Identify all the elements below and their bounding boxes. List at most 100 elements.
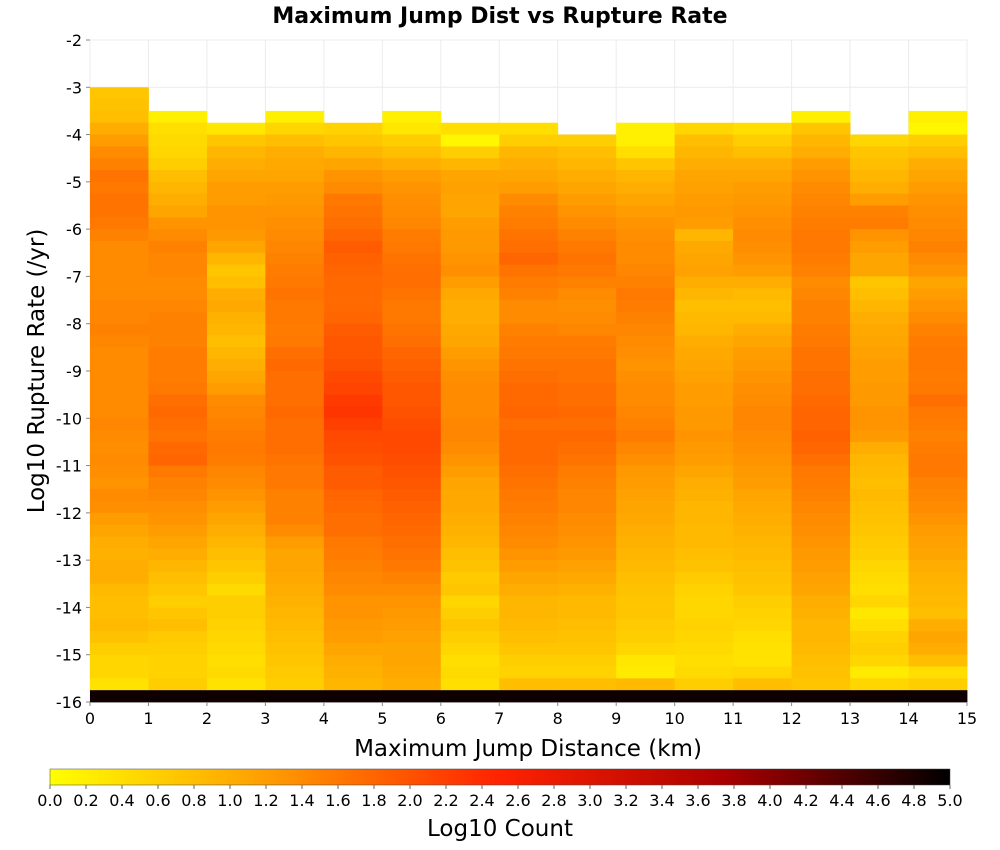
heatmap-cell	[206, 205, 266, 218]
heatmap-cell	[791, 489, 851, 502]
heatmap-cell	[382, 583, 442, 597]
heatmap-cell	[90, 453, 149, 466]
x-tick-label: 7	[494, 709, 504, 728]
heatmap-cell	[908, 217, 968, 230]
heatmap-cell	[265, 418, 325, 431]
heatmap-cell	[674, 347, 734, 360]
y-tick-label: -7	[66, 267, 82, 286]
heatmap-cell	[440, 359, 500, 372]
heatmap-cell	[206, 335, 266, 348]
heatmap-cell	[148, 323, 208, 336]
heatmap-cell	[791, 654, 851, 667]
heatmap-cell	[499, 501, 559, 514]
heatmap-cell	[791, 666, 851, 679]
heatmap-cell	[850, 631, 909, 644]
heatmap-cell	[440, 158, 500, 171]
y-axis-label: Log10 Rupture Rate (/yr)	[24, 229, 50, 514]
heatmap-cell	[323, 536, 383, 549]
heatmap-cell	[733, 394, 792, 407]
heatmap-cell	[206, 252, 266, 266]
heatmap-cell	[382, 512, 442, 526]
heatmap-cell	[440, 300, 500, 313]
heatmap-cell	[908, 110, 968, 124]
heatmap-cell	[557, 146, 617, 159]
heatmap-cell	[265, 654, 325, 667]
heatmap-cell	[791, 571, 851, 585]
colorbar-tick-label: 0.0	[37, 791, 62, 810]
heatmap-cell	[850, 394, 909, 407]
x-axis-label: Maximum Jump Distance (km)	[354, 736, 702, 762]
heatmap-cell	[499, 441, 559, 455]
heatmap-cell	[206, 430, 266, 443]
heatmap-cell	[733, 465, 792, 478]
heatmap-cell	[616, 524, 676, 537]
heatmap-cell	[382, 122, 442, 135]
heatmap-cell	[440, 477, 500, 490]
heatmap-cell	[616, 654, 676, 667]
heatmap-cell	[440, 619, 500, 632]
heatmap-cell	[323, 489, 383, 502]
heatmap-cell	[265, 394, 325, 407]
heatmap-cell	[265, 607, 325, 620]
heatmap-cell	[557, 477, 617, 490]
heatmap-cell	[90, 323, 149, 336]
heatmap-cell	[616, 205, 676, 218]
heatmap-cell	[265, 406, 325, 419]
x-tick-label: 3	[260, 709, 270, 728]
heatmap-cell	[850, 524, 909, 537]
heatmap-cell	[206, 595, 266, 608]
heatmap-cell	[499, 122, 559, 135]
heatmap-cell	[908, 288, 968, 301]
heatmap-cell	[557, 311, 617, 325]
heatmap-cell	[733, 371, 792, 384]
heatmap-cell	[440, 252, 500, 266]
heatmap-cell	[850, 181, 909, 195]
heatmap-cell	[90, 583, 149, 597]
heatmap-cell	[850, 311, 909, 325]
heatmap-cell	[382, 382, 442, 396]
heatmap-cell	[265, 678, 325, 691]
heatmap-cell	[733, 406, 792, 419]
heatmap-cell	[90, 642, 149, 656]
heatmap-cell	[499, 264, 559, 277]
heatmap-cell	[674, 524, 734, 537]
heatmap-cell	[499, 300, 559, 313]
heatmap-cell	[148, 300, 208, 313]
heatmap-cell	[265, 134, 325, 147]
heatmap-cell	[148, 489, 208, 502]
heatmap-cell	[557, 193, 617, 206]
heatmap-cell	[850, 690, 909, 703]
heatmap-cell	[850, 465, 909, 478]
heatmap-cell	[850, 382, 909, 396]
heatmap-cell	[674, 394, 734, 407]
heatmap-cell	[850, 300, 909, 313]
heatmap-cell	[382, 430, 442, 443]
heatmap-cell	[323, 441, 383, 455]
heatmap-cell	[499, 690, 559, 703]
heatmap-cell	[148, 359, 208, 372]
heatmap-cell	[499, 217, 559, 230]
heatmap-cell	[206, 406, 266, 419]
heatmap-cell	[733, 607, 792, 620]
heatmap-cell	[382, 619, 442, 632]
heatmap-cell	[90, 477, 149, 490]
heatmap-cell	[850, 489, 909, 502]
heatmap-cell	[206, 666, 266, 679]
heatmap-cell	[499, 158, 559, 171]
x-tick-label: 9	[611, 709, 621, 728]
x-tick-label: 0	[85, 709, 95, 728]
colorbar-tick-label: 1.4	[289, 791, 314, 810]
heatmap-cell	[440, 678, 500, 691]
heatmap-cell	[206, 678, 266, 691]
heatmap-cell	[616, 311, 676, 325]
heatmap-cell	[90, 359, 149, 372]
heatmap-cell	[265, 548, 325, 561]
heatmap-cell	[206, 536, 266, 549]
heatmap-cell	[791, 430, 851, 443]
heatmap-cell	[90, 170, 149, 183]
heatmap-cell	[674, 170, 734, 183]
heatmap-cell	[850, 158, 909, 171]
heatmap-cell	[323, 501, 383, 514]
heatmap-cell	[265, 430, 325, 443]
heatmap-cell	[323, 394, 383, 407]
